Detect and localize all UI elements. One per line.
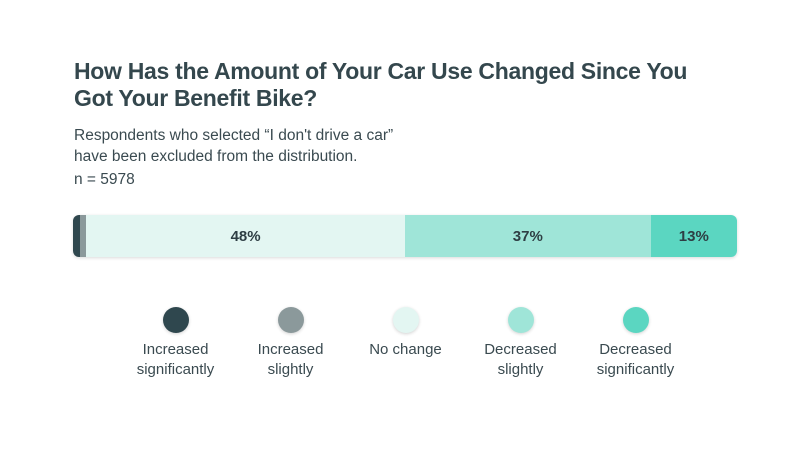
bar-segment-label: 13% — [678, 227, 709, 245]
legend-label: No change — [348, 340, 463, 360]
legend-item: Increased significantly — [118, 306, 233, 380]
legend-item: Decreased slightly — [463, 306, 578, 380]
legend-swatch — [392, 307, 419, 333]
legend-swatch — [507, 307, 534, 333]
legend-label-line: slightly — [267, 361, 314, 378]
legend-label: Decreased significantly — [578, 340, 693, 380]
legend-label-line: Decreased — [599, 341, 672, 358]
bar-segment-label: 48% — [230, 227, 261, 245]
legend-label-line: significantly — [136, 361, 215, 378]
bar-segment-no-change: 48% — [86, 215, 405, 257]
chart-legend: Increased significantly Increased slightly N… — [118, 306, 698, 386]
legend-swatch — [162, 307, 189, 333]
legend-item: Increased slightly — [233, 306, 348, 380]
chart-title-line-2: Got Your Benefit Bike? — [74, 85, 318, 111]
legend-label-line: No change — [369, 341, 442, 358]
chart-subtitle-line-1: Respondents who selected “I don't drive … — [74, 127, 394, 144]
chart-title: How Has the Amount of Your Car Use Chang… — [74, 58, 688, 112]
chart-title-line-1: How Has the Amount of Your Car Use Chang… — [74, 58, 688, 84]
legend-item: Decreased significantly — [578, 306, 693, 380]
bar-segment-increased-slightly — [79, 215, 87, 257]
bar-segment-decreased-significantly: 13% — [650, 215, 737, 257]
stacked-bar: 48% 37% 13% — [73, 215, 737, 257]
chart-subtitle: Respondents who selected “I don't drive … — [74, 125, 674, 167]
legend-item: No change — [348, 306, 463, 360]
legend-label-line: Increased — [257, 341, 324, 358]
sample-size-label: n = 5978 — [74, 171, 135, 188]
legend-label: Decreased slightly — [463, 340, 578, 380]
legend-label-line: Increased — [142, 341, 209, 358]
legend-label: Increased slightly — [233, 340, 348, 380]
legend-label-line: Decreased — [484, 341, 557, 358]
chart-subtitle-line-2: have been excluded from the distribution… — [74, 148, 358, 165]
legend-label-line: slightly — [497, 361, 544, 378]
bar-segment-increased-significantly — [73, 215, 80, 257]
legend-label: Increased significantly — [118, 340, 233, 380]
bar-segment-label: 37% — [512, 227, 543, 245]
bar-segment-decreased-slightly: 37% — [404, 215, 651, 257]
legend-label-line: significantly — [596, 361, 675, 378]
legend-swatch — [277, 307, 304, 333]
legend-swatch — [622, 307, 649, 333]
